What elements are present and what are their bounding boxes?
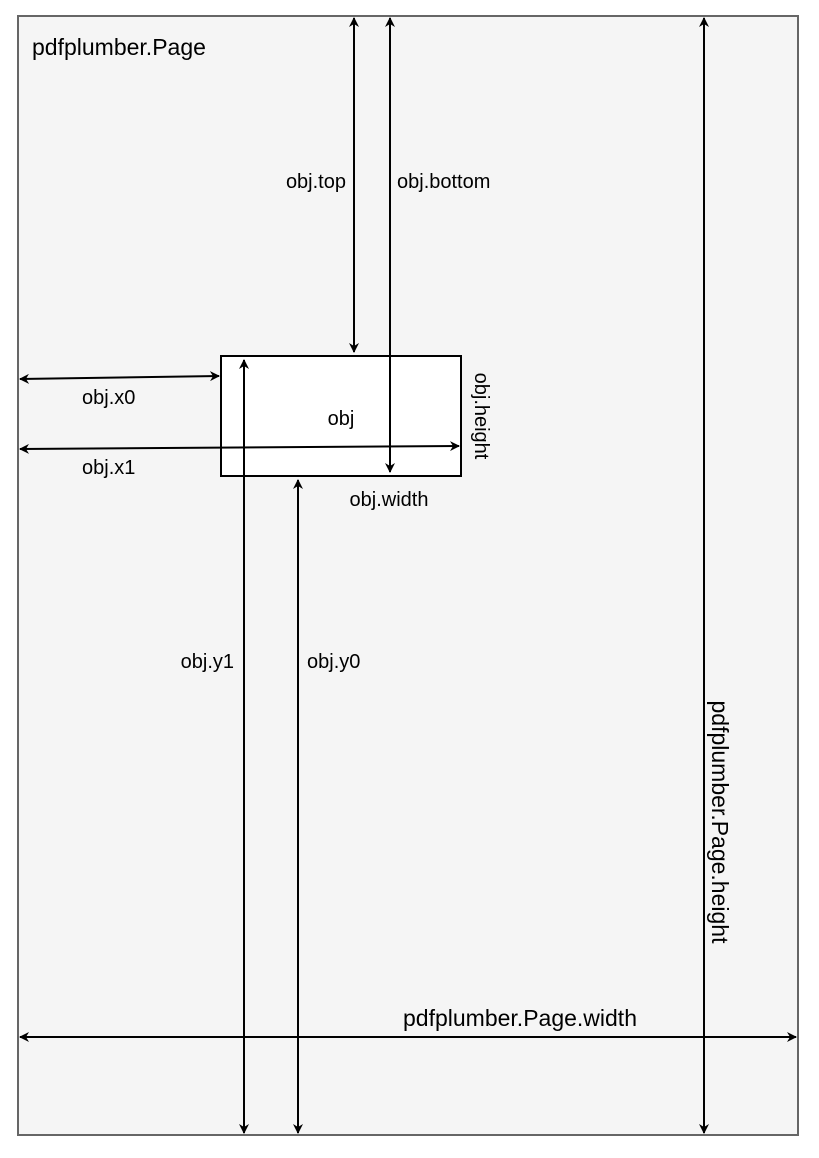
- object-box: [220, 355, 462, 477]
- x1-label: obj.x1: [82, 457, 135, 479]
- width-label: obj.width: [350, 489, 429, 511]
- bottom-label: obj.bottom: [397, 171, 490, 193]
- page-height-label: pdfplumber.Page.height: [707, 701, 733, 945]
- y1-label: obj.y1: [181, 651, 234, 673]
- x0-label: obj.x0: [82, 387, 135, 409]
- page-title: pdfplumber.Page: [32, 34, 206, 60]
- x0-arrow: [19, 371, 220, 384]
- height-label: obj.height: [470, 373, 492, 460]
- page-box: [17, 15, 799, 1136]
- page-width-label: pdfplumber.Page.width: [403, 1005, 637, 1031]
- y0-label: obj.y0: [307, 651, 360, 673]
- object-label: obj: [328, 408, 355, 430]
- top-label: obj.top: [286, 171, 346, 193]
